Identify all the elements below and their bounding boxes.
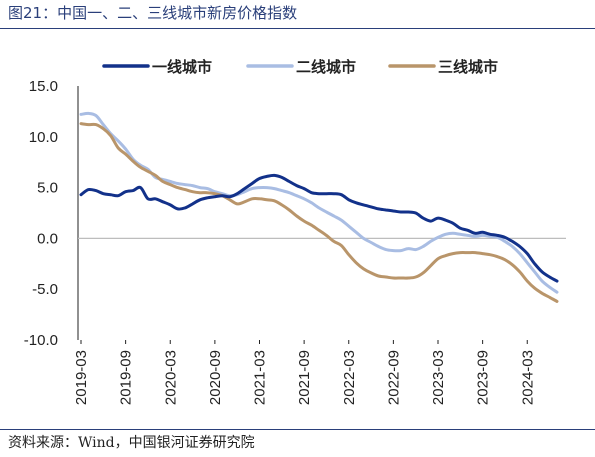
title-rule <box>0 28 595 29</box>
x-tick-label: 2021-09 <box>296 350 313 405</box>
legend-entry-tier1: 一线城市 <box>102 58 212 76</box>
series-group <box>79 111 559 303</box>
x-tick-label: 2024-03 <box>519 350 536 405</box>
legend: 一线城市 二线城市 三线城市 <box>102 58 498 76</box>
x-tick-label: 2020-03 <box>162 350 179 405</box>
x-axis: 2019-03 2019-09 2020-03 2020-09 2021-03 2021-… <box>73 340 536 405</box>
series-line-tier1 <box>79 173 559 283</box>
y-tick-label: -10.0 <box>24 332 58 349</box>
legend-entry-tier3: 三线城市 <box>388 58 498 76</box>
x-tick-label: 2022-03 <box>341 350 358 405</box>
x-tick-label: 2019-03 <box>73 350 90 405</box>
y-tick-label: 10.0 <box>29 129 58 146</box>
y-tick-label: 0.0 <box>37 230 58 247</box>
y-tick-label: 15.0 <box>29 78 58 95</box>
legend-entry-tier2: 二线城市 <box>246 58 356 76</box>
legend-label: 三线城市 <box>438 58 498 76</box>
source-note: 资料来源：Wind，中国银河证券研究院 <box>8 435 255 451</box>
series-line-tier3 <box>79 122 559 303</box>
y-tick-label: -5.0 <box>32 281 58 298</box>
legend-label: 一线城市 <box>152 58 212 76</box>
series-line-tier2 <box>79 111 559 294</box>
x-tick-label: 2020-09 <box>207 350 224 405</box>
legend-label: 二线城市 <box>296 58 356 76</box>
x-tick-label: 2019-09 <box>118 350 135 405</box>
x-tick-label: 2022-09 <box>385 350 402 405</box>
source-rule <box>0 429 595 430</box>
figure-title: 图21：中国一、二、三线城市新房价格指数 <box>8 4 298 22</box>
x-tick-label: 2023-03 <box>430 350 447 405</box>
x-tick-label: 2023-09 <box>475 350 492 405</box>
y-tick-label: 5.0 <box>37 180 58 197</box>
x-tick-label: 2021-03 <box>252 350 269 405</box>
y-axis: 15.0 10.0 5.0 0.0 -5.0 -10.0 <box>24 78 566 349</box>
